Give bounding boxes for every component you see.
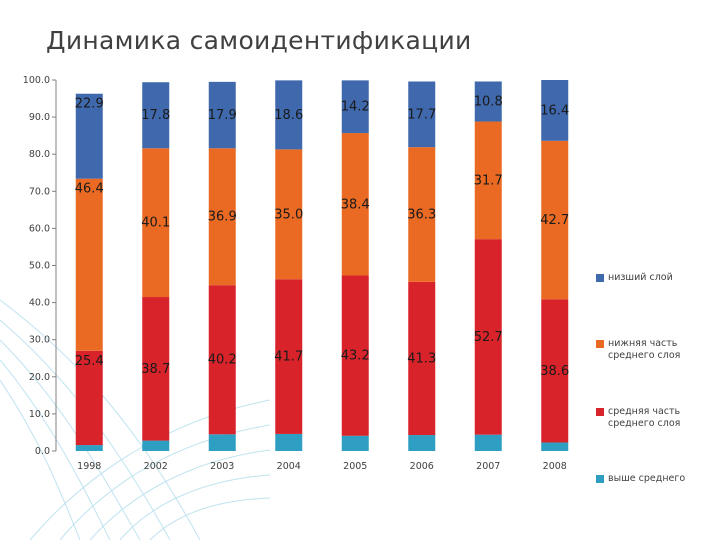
data-label: 40.1 (141, 216, 170, 231)
bar-segment (142, 297, 170, 441)
y-tick-label: 90.0 (29, 112, 50, 123)
x-tick-label: 2004 (277, 461, 301, 472)
bar-segment (275, 433, 303, 451)
data-label: 10.8 (474, 95, 503, 110)
data-label: 18.6 (274, 108, 303, 123)
data-label: 38.6 (540, 364, 569, 379)
bar-segment (341, 80, 369, 134)
bar-segment (408, 81, 436, 148)
bar-segment (208, 81, 236, 149)
bar-segment (341, 133, 369, 276)
bar-segment (541, 140, 569, 300)
data-label: 46.4 (75, 182, 104, 197)
y-tick-label: 50.0 (29, 261, 50, 272)
legend-swatch (596, 408, 604, 416)
y-tick-label: 10.0 (29, 409, 50, 420)
x-tick-label: 2005 (343, 461, 367, 472)
x-tick-label: 2002 (144, 461, 168, 472)
x-tick-label: 2006 (410, 461, 434, 472)
bar-segment (75, 445, 103, 451)
y-tick-label: 0.0 (35, 446, 50, 457)
bar-segment (408, 281, 436, 436)
data-label: 22.9 (75, 97, 104, 112)
bar-segment (341, 435, 369, 451)
legend-label: низший слой (608, 272, 673, 283)
data-label: 17.8 (141, 108, 170, 123)
data-label: 41.7 (274, 350, 303, 365)
data-label: 38.4 (341, 197, 370, 212)
y-tick-label: 60.0 (29, 223, 50, 234)
bar-segment (474, 121, 502, 240)
data-label: 36.3 (407, 207, 436, 222)
bar-segment (208, 148, 236, 286)
data-label: 16.4 (540, 103, 569, 118)
legend-swatch (596, 274, 604, 282)
data-label: 14.2 (341, 100, 370, 115)
y-tick-label: 20.0 (29, 372, 50, 383)
bar-segment (474, 81, 502, 122)
bar-segment (75, 93, 103, 179)
legend-swatch (596, 340, 604, 348)
chart-title: Динамика самоидентификации (46, 26, 472, 55)
data-label: 38.7 (141, 362, 170, 377)
bar-segment (275, 80, 303, 150)
bar-segment (541, 80, 569, 141)
bar-segment (474, 434, 502, 451)
bar-segment (541, 442, 569, 451)
bar-segment (275, 279, 303, 434)
data-label: 40.2 (208, 353, 237, 368)
bar-segment (275, 149, 303, 280)
x-tick-label: 2007 (476, 461, 500, 472)
y-tick-label: 30.0 (29, 335, 50, 346)
bar-segment (142, 440, 170, 451)
x-tick-label: 2008 (543, 461, 567, 472)
data-label: 17.9 (208, 108, 237, 123)
background-decoration (0, 299, 270, 540)
bar-segment (75, 178, 103, 351)
x-tick-label: 2003 (210, 461, 234, 472)
data-label: 42.7 (540, 213, 569, 228)
bar-segment (142, 148, 170, 298)
data-label: 36.9 (208, 210, 237, 225)
bar-segment (341, 275, 369, 436)
y-tick-label: 70.0 (29, 186, 50, 197)
bar-segment (408, 435, 436, 451)
bar-segment (474, 239, 502, 435)
x-tick-label: 1998 (77, 461, 101, 472)
bar-segment (208, 285, 236, 435)
legend-swatch (596, 475, 604, 483)
bar-segment (408, 147, 436, 282)
data-label: 31.7 (474, 173, 503, 188)
y-tick-label: 80.0 (29, 149, 50, 160)
data-label: 25.4 (75, 354, 104, 369)
data-label: 43.2 (341, 349, 370, 364)
data-label: 17.7 (407, 107, 436, 122)
y-tick-label: 40.0 (29, 298, 50, 309)
y-tick-label: 100.0 (23, 75, 50, 86)
legend-label: нижняя часть среднего слоя (608, 338, 681, 361)
bar-segment (142, 82, 170, 149)
legend-label: средняя часть среднего слоя (608, 406, 681, 429)
bar-segment (208, 434, 236, 451)
data-label: 41.3 (407, 351, 436, 366)
bar-segment (75, 350, 103, 446)
data-label: 52.7 (474, 330, 503, 345)
data-label: 35.0 (274, 207, 303, 222)
bar-segment (541, 299, 569, 443)
legend-label: выше среднего (608, 473, 686, 484)
